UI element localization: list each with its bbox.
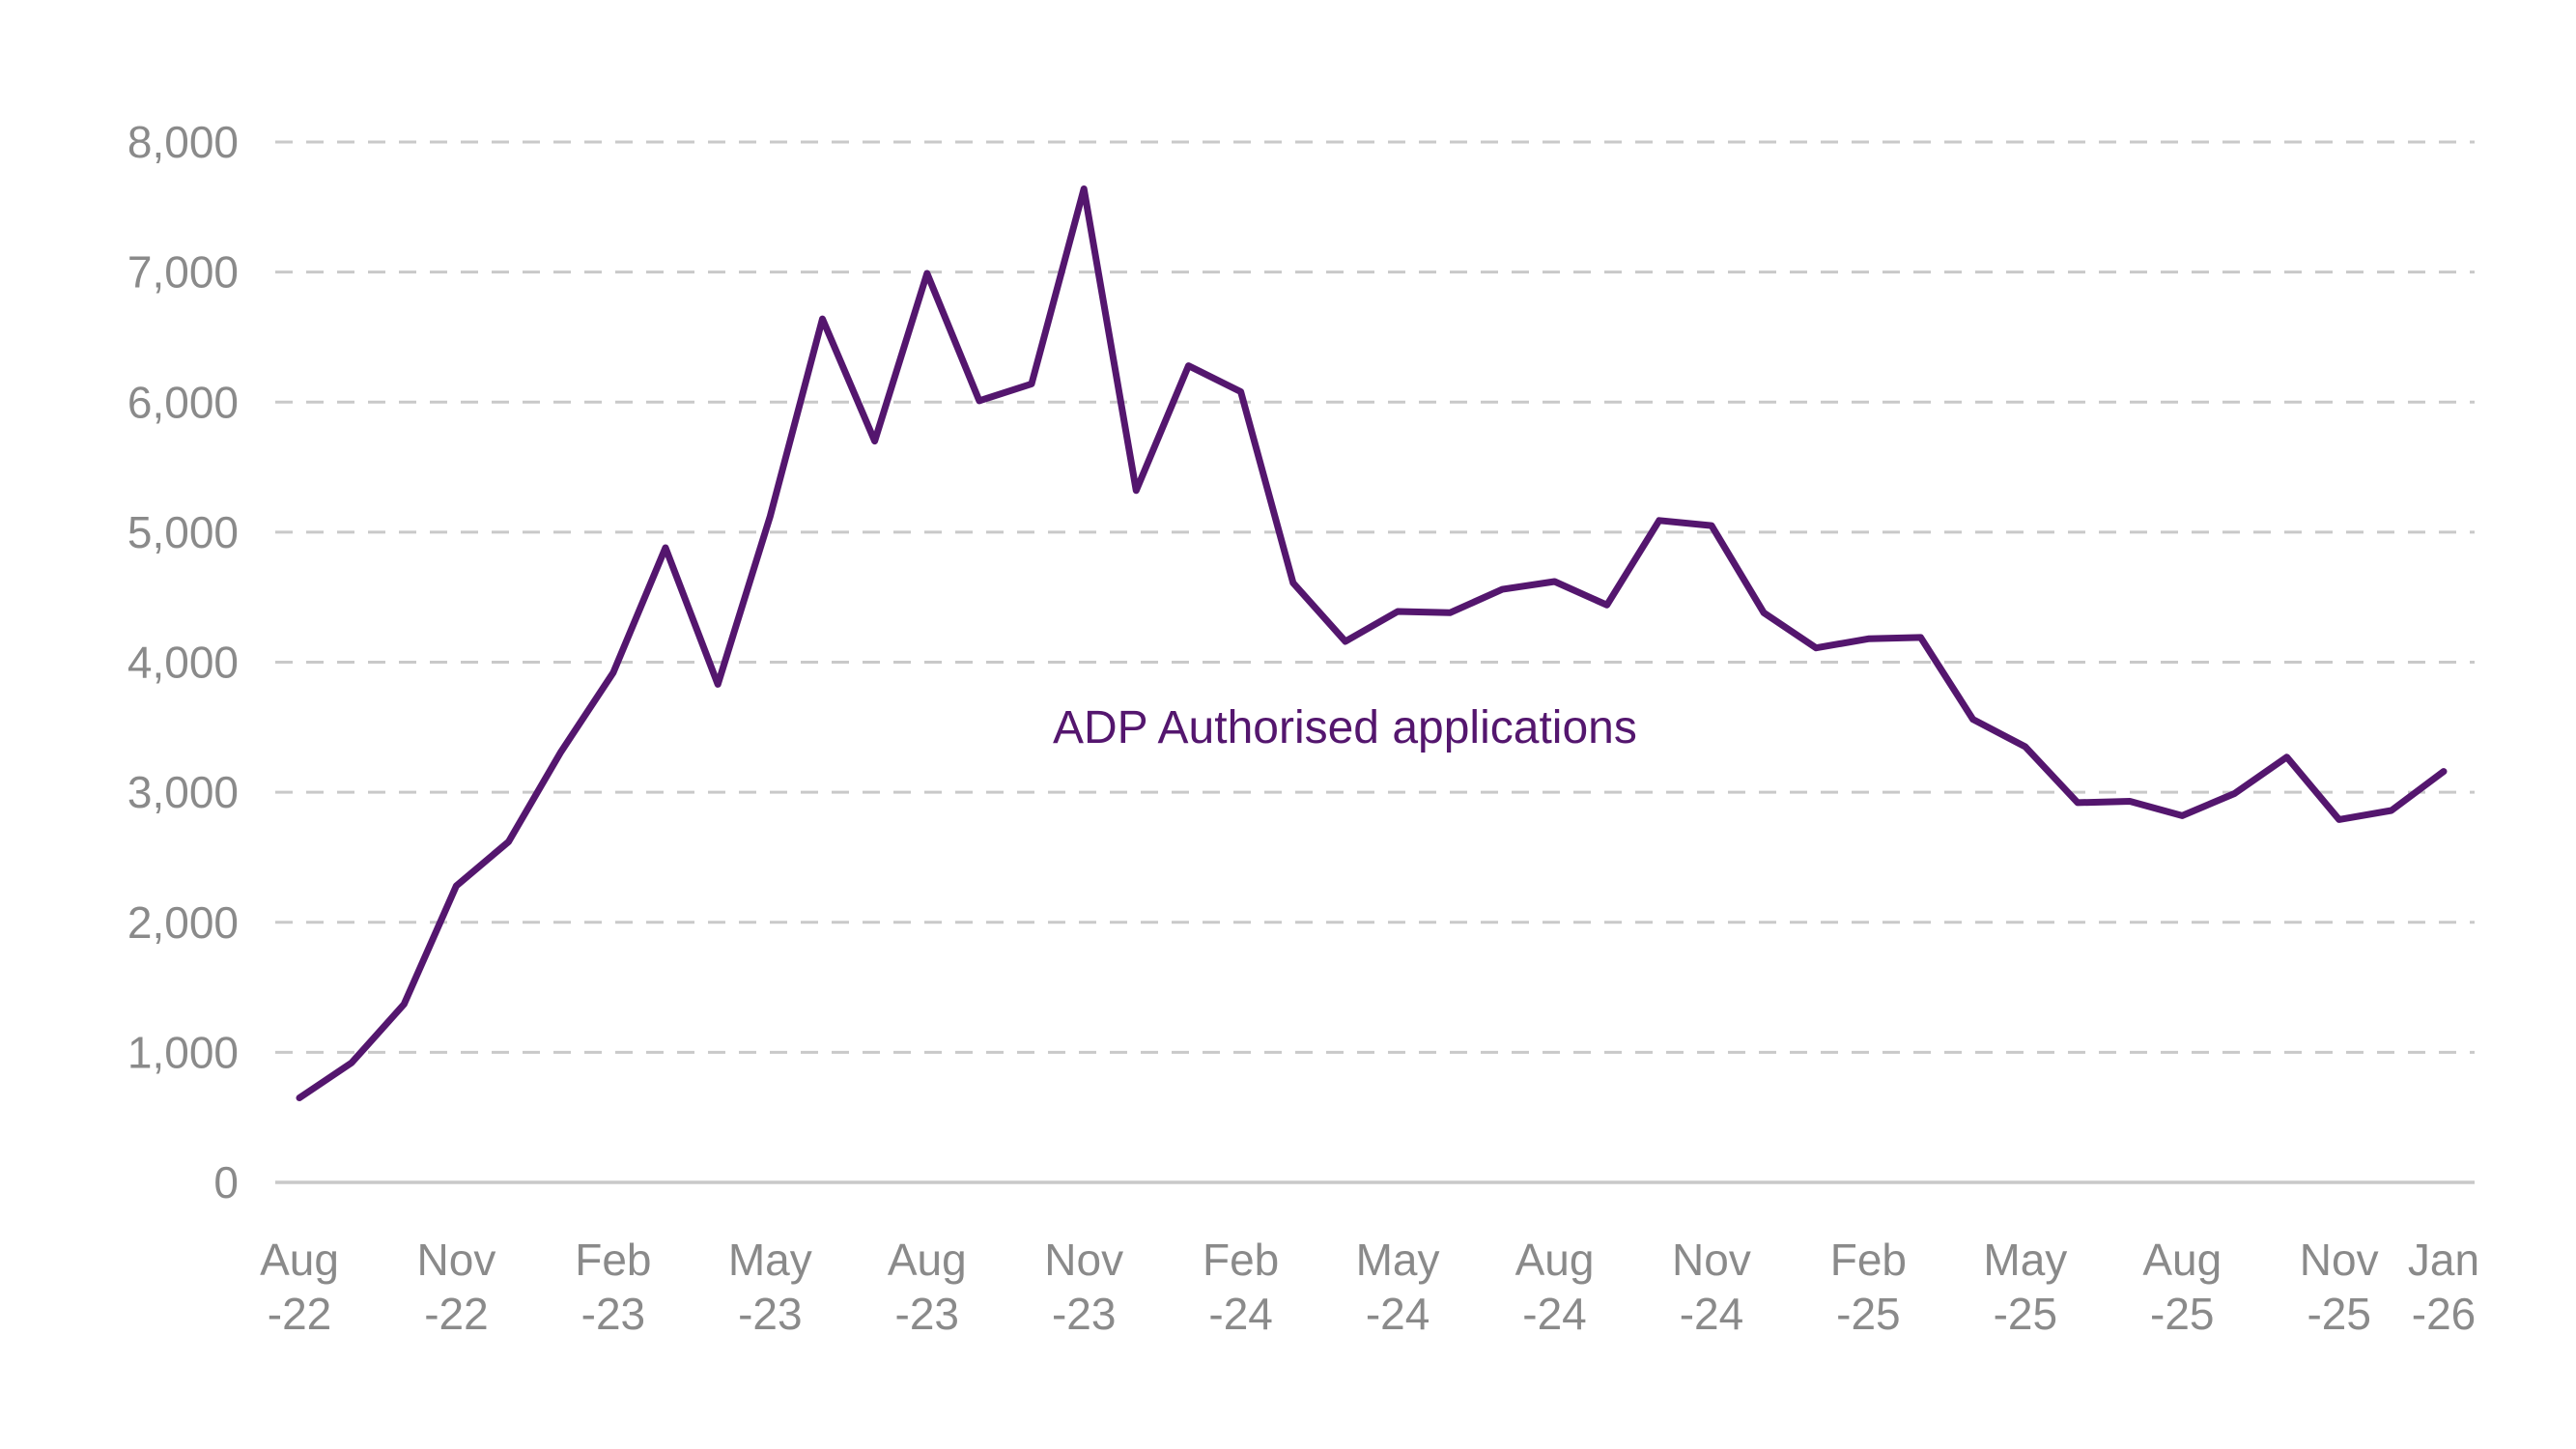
x-tick-label-year: -24 — [1522, 1289, 1586, 1339]
x-tick-label-year: -23 — [738, 1289, 802, 1339]
x-tick-label-year: -23 — [1052, 1289, 1116, 1339]
x-tick-label-month: May — [1356, 1235, 1440, 1285]
x-tick-label-month: Feb — [575, 1235, 651, 1285]
x-tick-label-year: -23 — [581, 1289, 645, 1339]
series-line-adp-authorised-applications — [296, 185, 2448, 1101]
x-tick-label-month: Nov — [2300, 1235, 2379, 1285]
x-tick-label-month: May — [1983, 1235, 2067, 1285]
y-tick-label: 7,000 — [127, 247, 239, 298]
series-label-adp-authorised-applications: ADP Authorised applications — [1053, 702, 1637, 753]
x-tick-label-year: -22 — [268, 1289, 331, 1339]
x-tick-label-month: Nov — [1672, 1235, 1751, 1285]
series-layer — [296, 185, 2448, 1101]
x-tick-label-year: -23 — [895, 1289, 959, 1339]
x-tick-label-month: Nov — [417, 1235, 496, 1285]
y-tick-label: 5,000 — [127, 507, 239, 557]
y-tick-label: 2,000 — [127, 897, 239, 948]
y-tick-label: 0 — [213, 1157, 239, 1208]
y-tick-label: 3,000 — [127, 767, 239, 817]
x-tick-label-month: Aug — [260, 1235, 339, 1285]
x-tick-label-year: -25 — [1994, 1289, 2057, 1339]
x-tick-label-month: Feb — [1830, 1235, 1907, 1285]
x-tick-label-year: -24 — [1208, 1289, 1272, 1339]
y-tick-label: 8,000 — [127, 117, 239, 167]
x-tick-label-year: -26 — [2412, 1289, 2476, 1339]
y-tick-label: 6,000 — [127, 377, 239, 427]
x-tick-label-month: Nov — [1044, 1235, 1123, 1285]
x-tick-label-month: Feb — [1203, 1235, 1279, 1285]
x-tick-label-year: -25 — [2150, 1289, 2214, 1339]
x-tick-label-year: -25 — [1836, 1289, 1900, 1339]
y-tick-label: 4,000 — [127, 638, 239, 688]
x-tick-label-month: Aug — [2142, 1235, 2222, 1285]
x-tick-label-month: Aug — [1515, 1235, 1595, 1285]
x-tick-label-month: May — [728, 1235, 812, 1285]
x-tick-label-year: -25 — [2307, 1289, 2370, 1339]
x-axis-tick-labels: Aug-22Nov-22Feb-23May-23Aug-23Nov-23Feb-… — [260, 1235, 2479, 1339]
gridlines — [275, 140, 2475, 1184]
y-axis-tick-labels: 0 1,000 2,000 3,000 4,000 5,000 6,000 7,000 8,00… — [127, 117, 239, 1208]
x-tick-label-year: -24 — [1680, 1289, 1743, 1339]
x-tick-label-month: Jan — [2408, 1235, 2479, 1285]
x-tick-label-year: -24 — [1366, 1289, 1430, 1339]
x-tick-label-year: -22 — [424, 1289, 488, 1339]
x-tick-label-month: Aug — [888, 1235, 967, 1285]
y-tick-label: 1,000 — [127, 1027, 239, 1077]
